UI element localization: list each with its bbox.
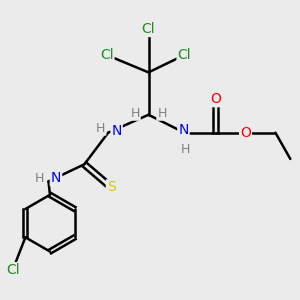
Text: Cl: Cl bbox=[6, 263, 20, 277]
Text: H: H bbox=[157, 107, 167, 120]
Text: H: H bbox=[96, 122, 105, 135]
Text: N: N bbox=[178, 123, 189, 137]
Text: N: N bbox=[51, 171, 61, 185]
Text: O: O bbox=[210, 92, 221, 106]
Text: H: H bbox=[181, 142, 190, 156]
Text: N: N bbox=[111, 124, 122, 138]
Text: S: S bbox=[107, 180, 116, 194]
Text: H: H bbox=[130, 107, 140, 120]
Text: Cl: Cl bbox=[142, 22, 155, 36]
Text: H: H bbox=[35, 172, 44, 185]
Text: Cl: Cl bbox=[100, 48, 113, 62]
Text: O: O bbox=[240, 126, 251, 140]
Text: Cl: Cl bbox=[178, 48, 191, 62]
